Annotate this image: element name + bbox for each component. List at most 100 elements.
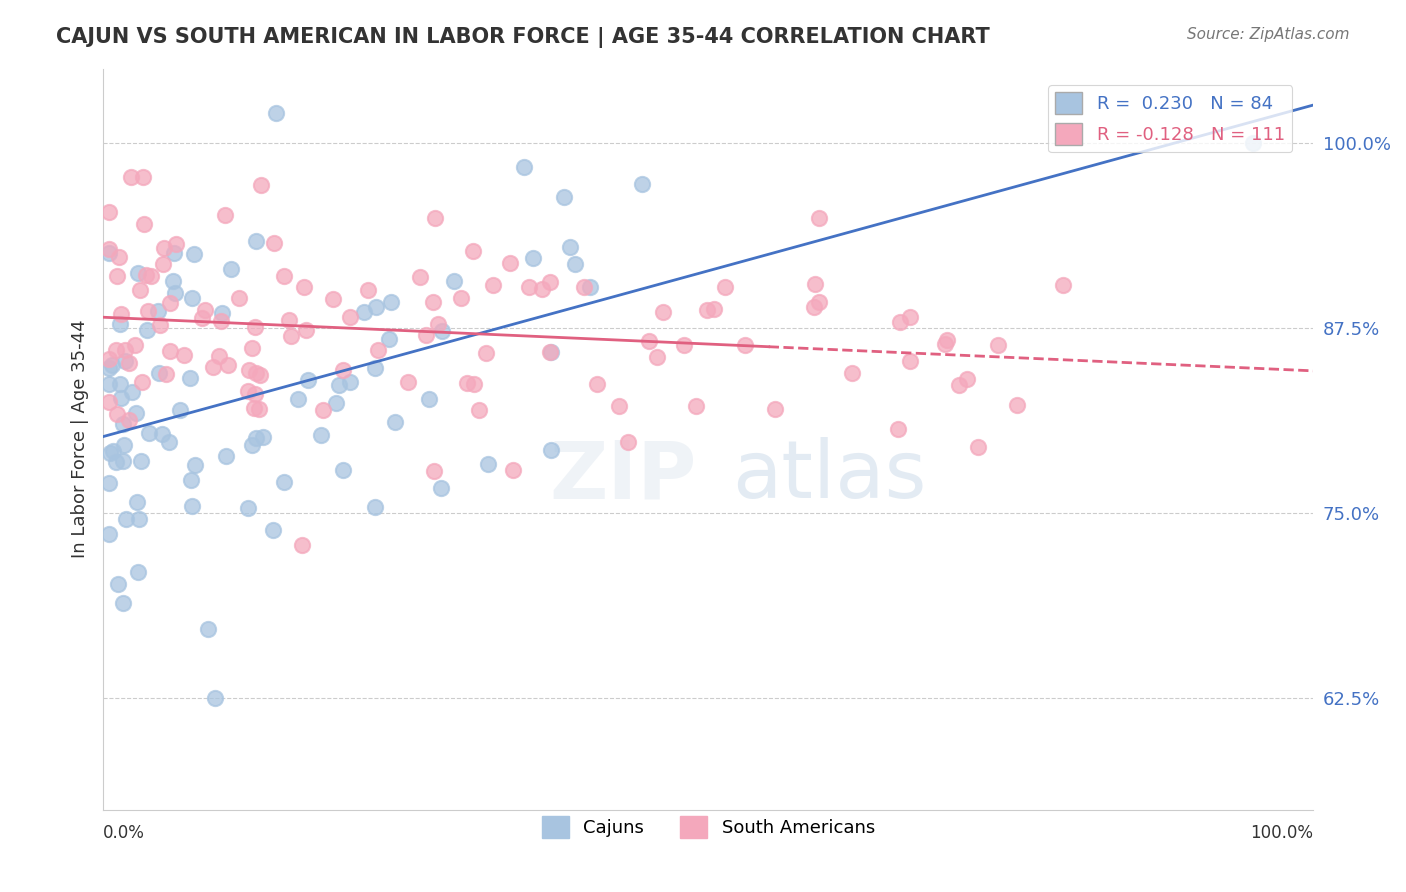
Point — [217, 358, 239, 372]
Point — [703, 302, 725, 317]
Point — [540, 344, 562, 359]
Point — [763, 402, 786, 417]
Point — [378, 332, 401, 346]
Point — [956, 372, 979, 386]
Point — [159, 343, 181, 358]
Point — [607, 399, 630, 413]
Point — [273, 268, 295, 283]
Point — [467, 403, 489, 417]
Point — [841, 367, 863, 381]
Text: ZIP: ZIP — [550, 437, 697, 515]
Point — [124, 338, 146, 352]
Point — [638, 334, 661, 349]
Point — [159, 295, 181, 310]
Point — [263, 235, 285, 250]
Point — [184, 458, 207, 473]
Point — [115, 511, 138, 525]
Point — [291, 538, 314, 552]
Text: 100.0%: 100.0% — [1250, 824, 1313, 842]
Point — [181, 291, 204, 305]
Point — [129, 283, 152, 297]
Point — [247, 402, 270, 417]
Point — [242, 401, 264, 416]
Point — [325, 396, 347, 410]
Point — [574, 280, 596, 294]
Point — [114, 353, 136, 368]
Point — [517, 280, 540, 294]
Point — [169, 403, 191, 417]
Point — [262, 523, 284, 537]
Point — [415, 327, 437, 342]
Point — [204, 691, 226, 706]
Point — [121, 384, 143, 399]
Point — [209, 314, 232, 328]
Point — [807, 211, 830, 225]
Point — [163, 246, 186, 260]
Point — [148, 366, 170, 380]
Text: 0.0%: 0.0% — [103, 824, 145, 842]
Point — [152, 241, 174, 255]
Point — [138, 425, 160, 440]
Point — [236, 384, 259, 398]
Point — [243, 319, 266, 334]
Point — [418, 392, 440, 407]
Point — [586, 377, 609, 392]
Point — [273, 475, 295, 489]
Point — [111, 596, 134, 610]
Point — [512, 160, 534, 174]
Point — [110, 391, 132, 405]
Point — [238, 363, 260, 377]
Point — [208, 349, 231, 363]
Point — [616, 435, 638, 450]
Point — [149, 318, 172, 332]
Point — [252, 430, 274, 444]
Text: CAJUN VS SOUTH AMERICAN IN LABOR FORCE | AGE 35-44 CORRELATION CHART: CAJUN VS SOUTH AMERICAN IN LABOR FORCE |… — [56, 27, 990, 48]
Point — [332, 363, 354, 377]
Point — [107, 407, 129, 421]
Point — [339, 376, 361, 390]
Point — [139, 269, 162, 284]
Point — [98, 242, 121, 256]
Point — [107, 576, 129, 591]
Point — [136, 323, 159, 337]
Point — [332, 463, 354, 477]
Point — [125, 495, 148, 509]
Point — [443, 274, 465, 288]
Point — [146, 304, 169, 318]
Point — [104, 455, 127, 469]
Point — [162, 273, 184, 287]
Point — [201, 360, 224, 375]
Point — [328, 378, 350, 392]
Point — [98, 376, 121, 391]
Point — [110, 307, 132, 321]
Point — [645, 350, 668, 364]
Point — [1241, 136, 1264, 150]
Point — [967, 440, 990, 454]
Point — [245, 234, 267, 248]
Point — [363, 360, 385, 375]
Point — [461, 244, 484, 258]
Point — [803, 277, 825, 291]
Point — [499, 256, 522, 270]
Point — [249, 368, 271, 382]
Point — [173, 348, 195, 362]
Point — [696, 303, 718, 318]
Point — [734, 338, 756, 352]
Point — [309, 428, 332, 442]
Point — [127, 565, 149, 579]
Y-axis label: In Labor Force | Age 35-44: In Labor Force | Age 35-44 — [72, 319, 89, 558]
Point — [430, 481, 453, 495]
Point — [481, 277, 503, 292]
Point — [98, 527, 121, 541]
Point — [152, 257, 174, 271]
Point — [136, 304, 159, 318]
Point — [245, 366, 267, 380]
Point — [339, 310, 361, 324]
Point — [114, 343, 136, 358]
Point — [889, 315, 911, 329]
Point — [422, 295, 444, 310]
Point — [463, 377, 485, 392]
Point — [111, 454, 134, 468]
Point — [183, 246, 205, 260]
Legend: R =  0.230   N = 84, R = -0.128   N = 111: R = 0.230 N = 84, R = -0.128 N = 111 — [1047, 85, 1292, 153]
